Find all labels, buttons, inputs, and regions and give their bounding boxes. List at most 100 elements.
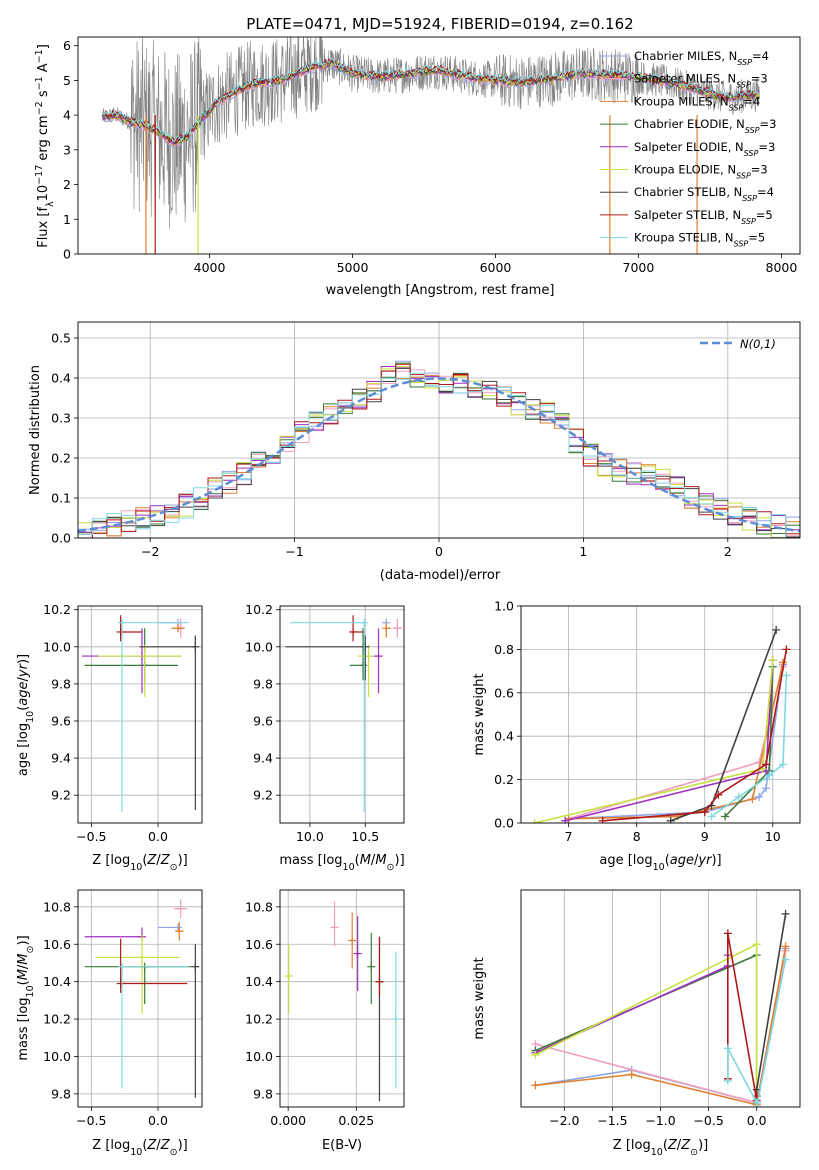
weight-marker (561, 816, 570, 823)
plot-area (531, 909, 790, 1107)
x-tick-label: −2.0 (549, 1113, 579, 1128)
y-tick-label: 10.6 (245, 937, 273, 952)
weight-marker (768, 656, 777, 665)
x-tick-label: 0 (435, 544, 443, 559)
x-tick-label: 7000 (623, 260, 655, 275)
plot-area (82, 615, 200, 812)
x-tick-label: −1.0 (645, 1113, 675, 1128)
y-tick-label: 0.1 (51, 491, 71, 506)
axes-frame (279, 889, 405, 1108)
y-tick-label: 0.4 (51, 371, 71, 386)
x-tick-label: 10 (765, 829, 781, 844)
normal-reference-curve (78, 377, 800, 533)
weight-marker (666, 816, 675, 823)
weight-marker (723, 929, 732, 938)
y-tick-label: 6 (63, 38, 71, 53)
weight-marker (778, 760, 787, 769)
plot-area (101, 37, 761, 254)
legend-label: N(0,1) (740, 337, 776, 351)
y-tick-label: 0.4 (494, 729, 514, 744)
y-axis-label: mass weight (472, 957, 487, 1039)
x-tick-label: 0.025 (338, 1113, 374, 1128)
panel-mass_vs_Z: −0.5 0.0 9.8 10.0 10.2 10.4 10.6 10.8 Z [log10(Z… (16, 889, 203, 1158)
y-tick-label: 9.8 (51, 1086, 71, 1101)
panel-weight_vs_Z: −2.0 −1.5 −1.0 −0.5 0.0 Z [log10(Z/Z⊙)] mass w… (472, 889, 801, 1158)
x-tick-label: 0.0 (148, 1113, 168, 1128)
weight-marker (772, 625, 781, 634)
model-fit-line (101, 57, 760, 145)
panel-residuals: −2 −1 0 1 2 0.0 0.1 0.2 0.3 0.4 0.5 N(0,1) (data-mod… (28, 321, 801, 583)
axes-frame (77, 889, 203, 1108)
weight-marker (761, 784, 770, 793)
weight-marker (781, 909, 790, 918)
y-tick-label: 2 (63, 177, 71, 192)
weight-marker (765, 771, 774, 780)
plot-area (84, 899, 200, 1098)
weight-marker (752, 1103, 761, 1107)
plot-area (530, 625, 791, 823)
legend-label: Kroupa MILES, NSSP=4 (634, 94, 760, 112)
weight-marker (734, 792, 743, 801)
y-tick-label: 9.2 (253, 788, 273, 803)
panel-weight_vs_age: 7 8 9 10 0.0 0.2 0.4 0.6 0.8 1.0 age [log10(age/yr… (472, 599, 801, 873)
x-axis-label: age [log10(age/yr)] (599, 853, 721, 873)
y-tick-label: 0.5 (51, 331, 71, 346)
x-tick-label: 8 (633, 829, 641, 844)
weight-marker (721, 812, 730, 821)
weight-marker (752, 940, 761, 949)
weight-marker (782, 645, 791, 654)
y-tick-label: 10.6 (43, 937, 71, 952)
y-tick-label: 10.0 (43, 639, 71, 654)
legend-label: Salpeter MILES, NSSP=3 (634, 72, 768, 90)
y-tick-label: 0.0 (51, 531, 71, 546)
legend-label: Kroupa STELIB, NSSP=5 (634, 231, 765, 249)
y-tick-label: 10.8 (43, 899, 71, 914)
y-tick-label: 10.0 (43, 1049, 71, 1064)
axes-frame (77, 36, 801, 255)
y-tick-label: 9.8 (253, 676, 273, 691)
y-tick-label: 0.3 (51, 411, 71, 426)
x-axis-label: Z [log10(Z/Z⊙)] (613, 1138, 708, 1158)
plot-area (78, 360, 800, 538)
y-tick-label: 9.6 (51, 713, 71, 728)
y-tick-label: 0.0 (494, 816, 514, 831)
residual-histogram (78, 372, 800, 538)
y-tick-label: 10.2 (43, 1012, 71, 1027)
weight-marker (781, 955, 790, 964)
x-tick-label: 5000 (337, 260, 369, 275)
x-tick-label: 0.0 (747, 1113, 767, 1128)
y-tick-label: 9.2 (51, 788, 71, 803)
y-tick-label: 10.2 (43, 602, 71, 617)
axes-frame (77, 605, 203, 824)
x-axis-label: E(B-V) (322, 1138, 362, 1153)
x-tick-label: 9 (701, 829, 709, 844)
weight-marker (700, 808, 709, 817)
x-tick-label: −0.5 (76, 1113, 106, 1128)
weight-marker (782, 671, 791, 680)
residual-histogram (78, 367, 800, 538)
y-tick-label: 0.2 (494, 772, 514, 787)
y-tick-label: 0.6 (494, 685, 514, 700)
x-tick-label: 0.000 (270, 1113, 306, 1128)
y-tick-label: 10.8 (245, 899, 273, 914)
weight-marker (707, 812, 716, 821)
y-axis-label: Normed distribution (28, 365, 43, 495)
y-tick-label: 9.8 (253, 1086, 273, 1101)
x-tick-label: 4000 (194, 260, 226, 275)
x-tick-label: 8000 (766, 260, 798, 275)
y-tick-label: 10.2 (245, 1012, 273, 1027)
y-tick-label: 9.6 (253, 713, 273, 728)
weight-marker (714, 790, 723, 799)
y-axis-label: age [log10(age/yr)] (16, 654, 36, 776)
panel-spectrum: 4000 5000 6000 7000 8000 0 1 2 3 4 5 6 Chabrier MILE… (34, 36, 801, 298)
axes-frame (520, 605, 801, 824)
weight-marker (781, 942, 790, 951)
y-tick-label: 10.4 (245, 974, 273, 989)
figure-title: PLATE=0471, MJD=51924, FIBERID=0194, z=0… (246, 15, 633, 33)
y-axis-label: mass weight (472, 673, 487, 755)
weight-line (568, 662, 784, 820)
x-tick-label: 1 (579, 544, 587, 559)
y-tick-label: 9.4 (51, 751, 71, 766)
y-tick-label: 4 (63, 108, 71, 123)
